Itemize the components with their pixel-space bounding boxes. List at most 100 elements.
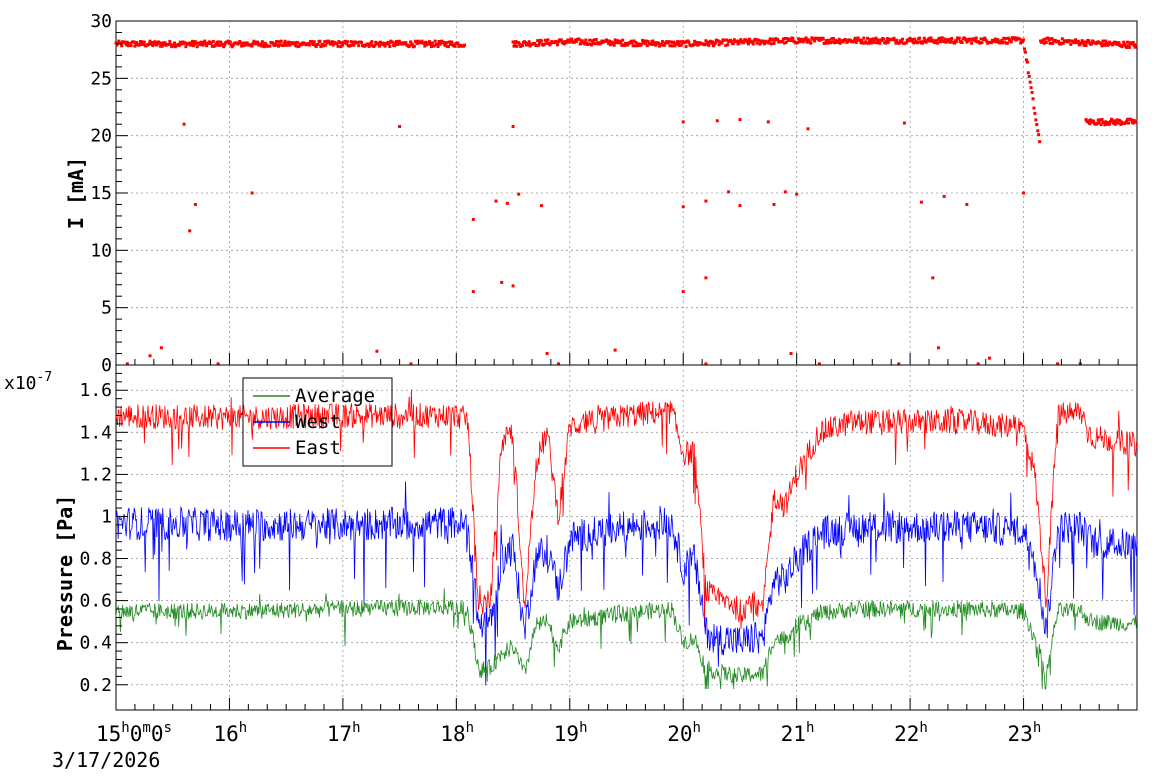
current-point xyxy=(350,40,354,44)
current-point xyxy=(1112,119,1116,123)
current-point xyxy=(886,40,890,44)
current-point xyxy=(928,39,932,43)
current-point xyxy=(948,40,952,44)
current-point xyxy=(237,41,241,45)
pressure-line-average xyxy=(115,588,1138,690)
current-point xyxy=(659,43,663,47)
current-point xyxy=(970,41,974,45)
current-point xyxy=(446,45,450,49)
current-point xyxy=(812,37,816,41)
current-point xyxy=(709,39,713,43)
current-point xyxy=(116,41,120,45)
current-point xyxy=(809,41,813,45)
pressure-y-tick-label: 0.8 xyxy=(79,549,112,570)
current-point xyxy=(768,37,772,41)
current-point xyxy=(274,42,278,46)
current-point xyxy=(851,40,855,44)
legend-label-average: Average xyxy=(295,385,375,407)
current-point xyxy=(352,43,356,47)
current-point xyxy=(192,42,196,46)
current-point xyxy=(533,41,537,45)
current-point xyxy=(159,41,163,45)
current-point xyxy=(309,39,313,43)
current-point xyxy=(239,41,243,45)
current-point xyxy=(946,39,950,43)
current-point xyxy=(561,40,565,44)
current-point xyxy=(183,41,187,45)
current-outlier-point xyxy=(897,362,901,366)
current-point xyxy=(980,41,984,45)
current-point xyxy=(601,40,605,44)
current-point xyxy=(433,39,437,43)
current-point xyxy=(582,40,586,44)
current-point xyxy=(678,40,682,44)
current-point xyxy=(1029,86,1033,90)
current-point xyxy=(377,44,381,48)
current-point xyxy=(957,36,961,40)
current-point xyxy=(716,39,720,43)
current-point xyxy=(1085,40,1089,44)
current-point xyxy=(725,38,729,42)
current-point xyxy=(356,41,360,45)
current-point xyxy=(720,41,724,45)
current-point xyxy=(1030,90,1034,94)
current-point xyxy=(283,39,287,43)
current-point xyxy=(1057,39,1061,43)
current-point xyxy=(994,40,998,44)
current-point xyxy=(1038,140,1042,144)
current-point xyxy=(846,40,850,44)
current-point xyxy=(1044,40,1048,44)
current-point xyxy=(1019,41,1023,45)
current-point xyxy=(524,43,528,47)
current-point xyxy=(190,39,194,43)
current-point xyxy=(1037,133,1041,137)
current-point xyxy=(345,40,349,44)
current-point xyxy=(311,42,315,46)
current-point xyxy=(259,44,263,48)
current-point xyxy=(947,38,951,42)
current-point xyxy=(979,37,983,41)
current-point xyxy=(447,40,451,44)
current-point xyxy=(1103,43,1107,47)
current-point xyxy=(643,42,647,46)
current-point xyxy=(865,41,869,45)
current-point xyxy=(631,44,635,48)
current-outlier-point xyxy=(738,204,742,208)
current-point xyxy=(1047,38,1051,42)
current-point xyxy=(983,36,987,40)
current-point xyxy=(222,45,226,49)
current-point xyxy=(1003,40,1007,44)
current-point xyxy=(654,43,658,47)
pressure-line-west xyxy=(115,481,1138,686)
current-y-tick-label: 5 xyxy=(101,298,112,319)
current-point xyxy=(781,37,785,41)
current-outlier-point xyxy=(182,122,186,126)
current-point xyxy=(544,39,548,43)
current-point xyxy=(194,41,198,45)
current-point xyxy=(757,38,761,42)
current-point xyxy=(751,42,755,46)
current-point xyxy=(1096,118,1100,122)
current-outlier-point xyxy=(681,120,685,124)
current-point xyxy=(139,40,143,44)
current-outlier-point xyxy=(188,229,192,233)
current-point xyxy=(584,38,588,42)
current-point xyxy=(322,44,326,48)
current-point xyxy=(1023,50,1027,54)
current-point xyxy=(943,37,947,41)
current-point xyxy=(1035,123,1039,127)
current-point xyxy=(922,36,926,40)
current-point xyxy=(635,44,639,48)
current-point xyxy=(366,42,370,46)
current-point xyxy=(129,44,133,48)
current-point xyxy=(157,41,161,45)
current-point xyxy=(1033,111,1037,115)
current-point xyxy=(776,37,780,41)
current-point xyxy=(759,41,763,45)
current-point xyxy=(1022,38,1026,42)
current-point xyxy=(677,43,681,47)
pressure-y-tick-label: 1.4 xyxy=(79,422,112,443)
current-point xyxy=(142,40,146,44)
current-point xyxy=(1105,41,1109,45)
current-point xyxy=(214,42,218,46)
